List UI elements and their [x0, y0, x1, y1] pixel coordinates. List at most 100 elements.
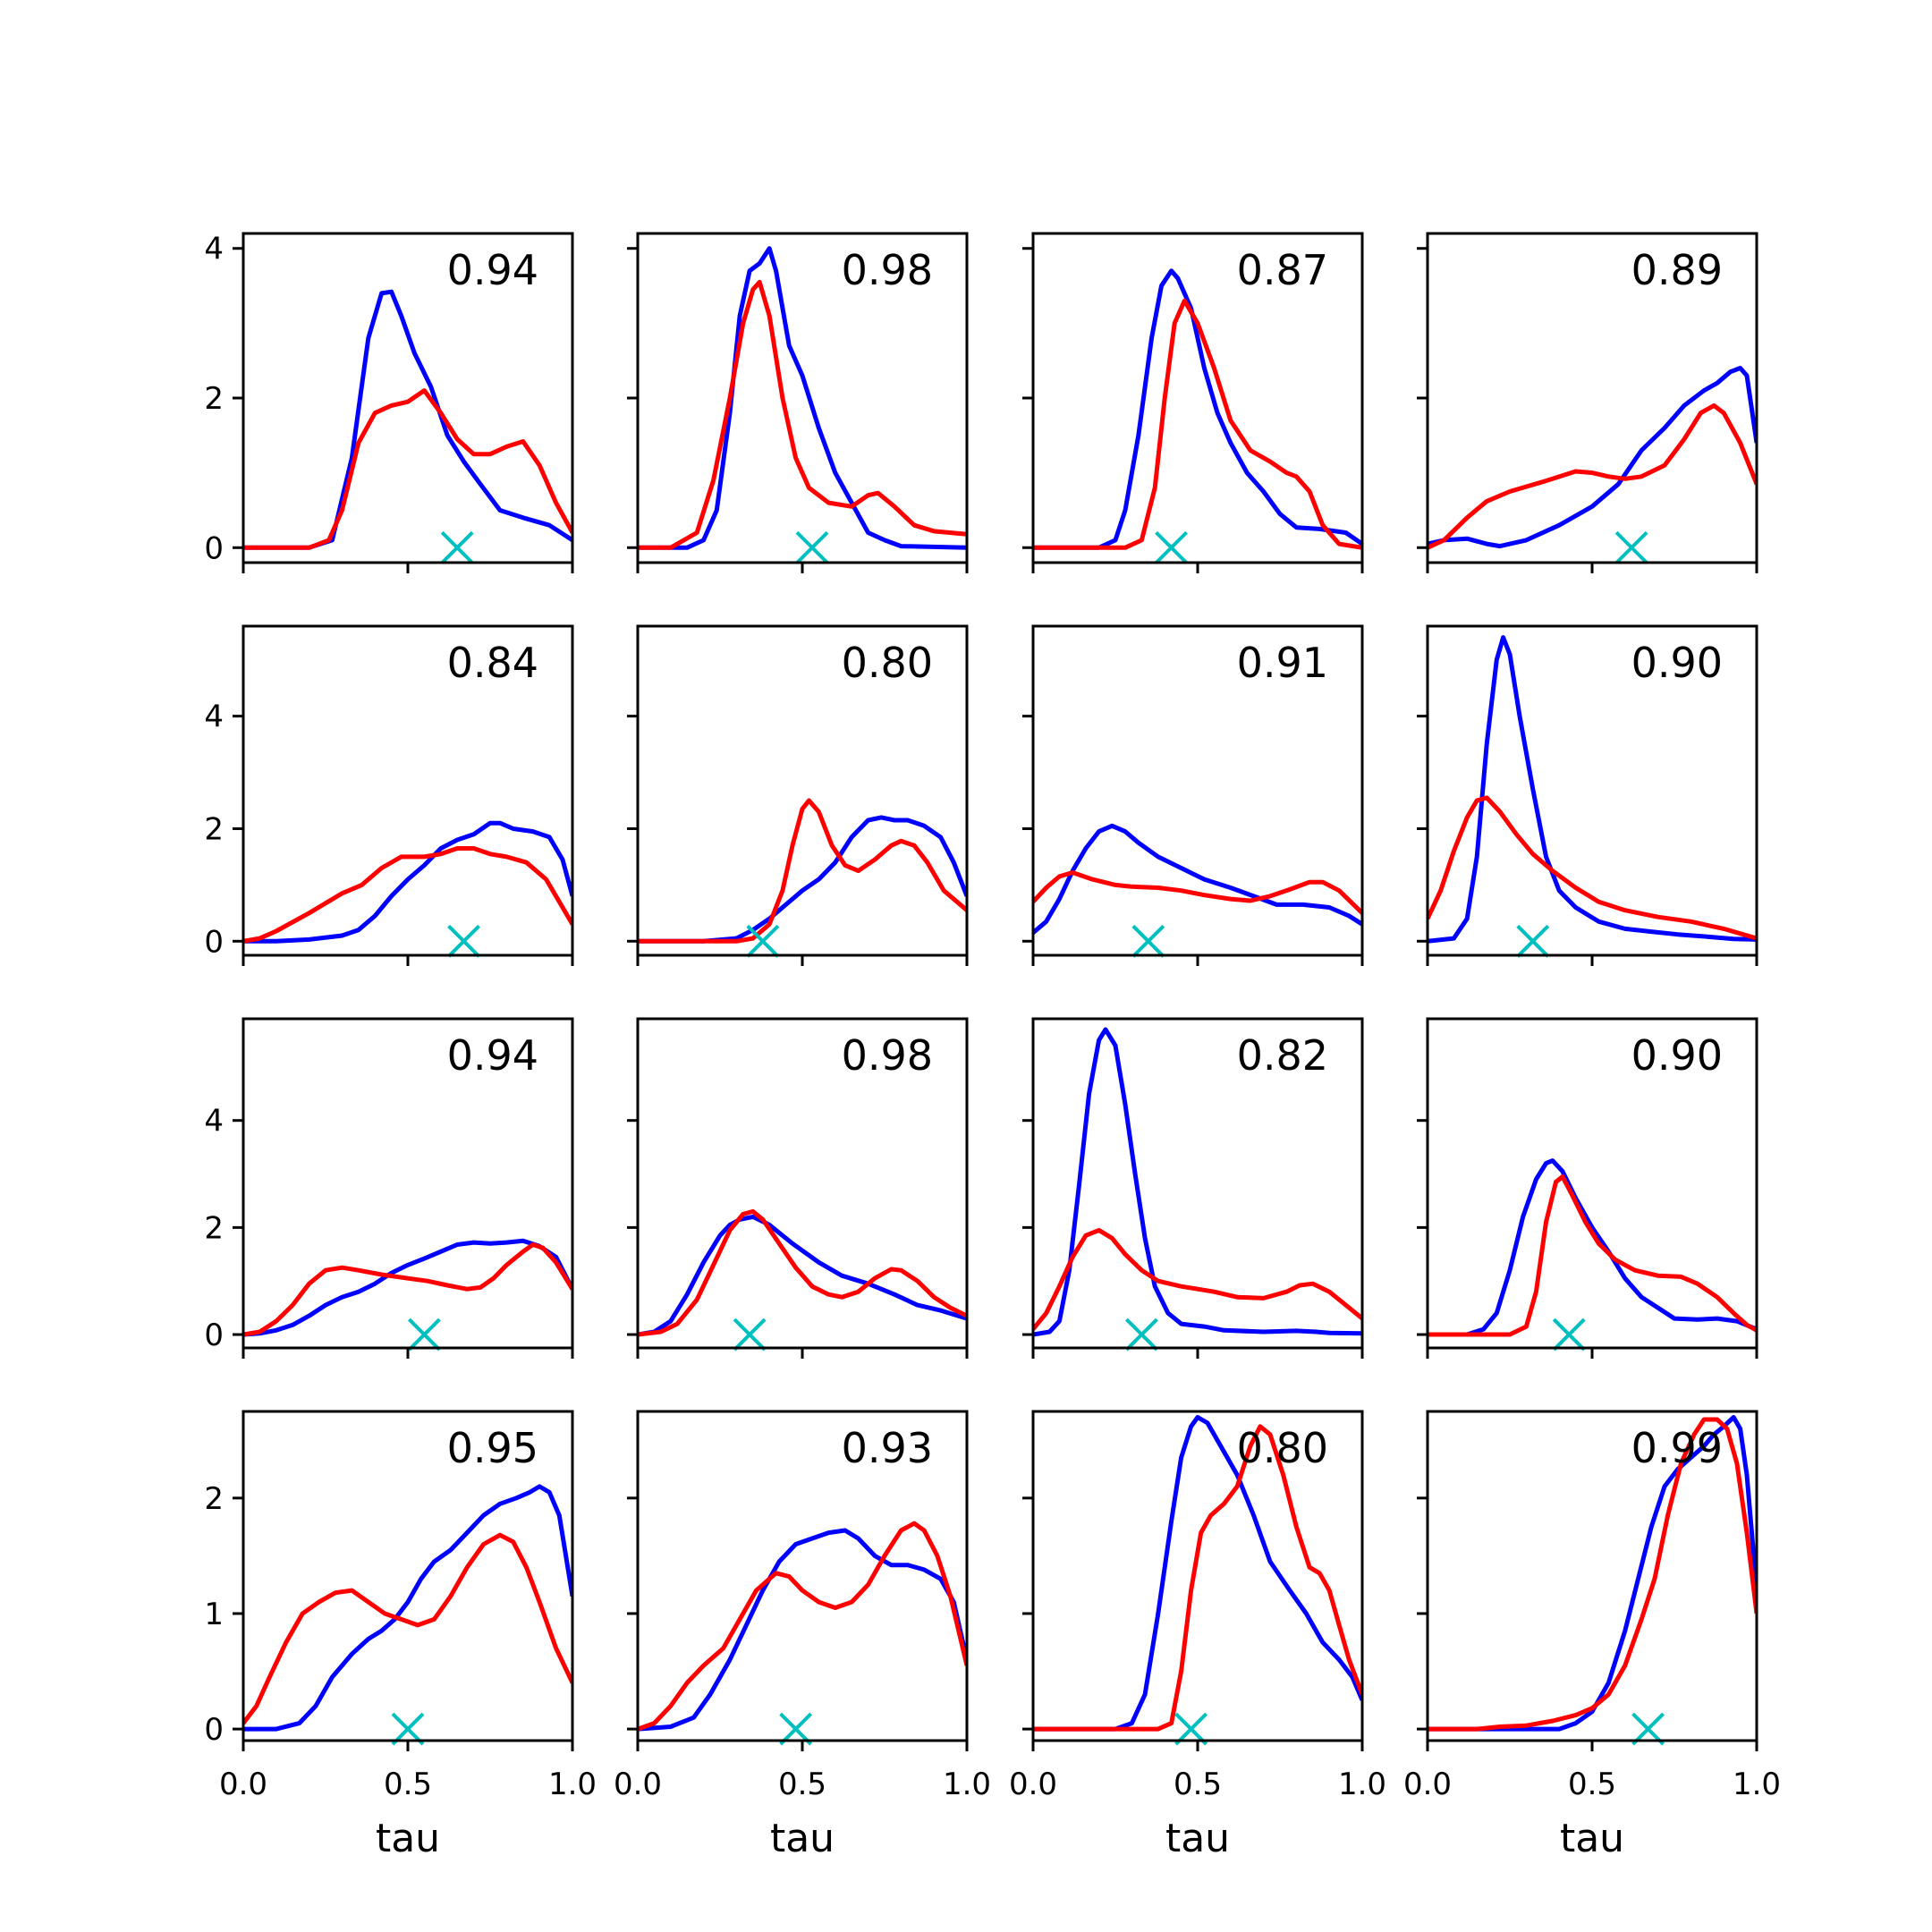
blue-density-line — [243, 820, 572, 944]
x-tick-label: 0.5 — [1174, 1767, 1222, 1802]
panel-annotation: 0.90 — [1631, 639, 1723, 687]
panel-annotation: 0.89 — [1631, 246, 1723, 294]
panel-annotation: 0.94 — [447, 1031, 538, 1080]
subplot-r4-c3: 0.80 0.0 0.5 1.0 tau — [1009, 1410, 1386, 1861]
blue-density-line — [1428, 1415, 1757, 1732]
true-value-marker — [1631, 1712, 1665, 1746]
marker-stroke — [1614, 530, 1648, 564]
subplot-r1-c3: 0.87 — [1022, 232, 1364, 573]
y-tick-label: 0 — [204, 1712, 224, 1748]
x-tick-label: 0.0 — [1009, 1767, 1057, 1802]
x-tick-label: 0.5 — [1568, 1767, 1616, 1802]
panel-annotation: 0.91 — [1237, 639, 1328, 687]
true-value-marker — [391, 1712, 425, 1746]
y-tick-label: 4 — [204, 699, 224, 735]
panel-annotation: 0.98 — [842, 246, 933, 294]
red-density-line — [1428, 1174, 1757, 1337]
marker-stroke — [746, 924, 780, 958]
subplot-r2-c2: 0.80 — [627, 624, 969, 966]
red-density-line — [243, 1532, 572, 1725]
blue-density-line — [1033, 268, 1362, 550]
blue-density-line — [1033, 1415, 1362, 1732]
red-density-line — [243, 846, 572, 944]
true-value-marker — [779, 1712, 813, 1746]
marker-stroke — [391, 1712, 425, 1746]
red-density-line — [243, 1242, 572, 1337]
true-value-marker — [1174, 1712, 1208, 1746]
red-density-line — [638, 1521, 967, 1732]
subplot-r3-c2: 0.98 — [627, 1017, 969, 1359]
panel-annotation: 0.87 — [1237, 246, 1328, 294]
blue-density-line — [243, 289, 572, 550]
blue-density-line — [638, 815, 967, 944]
x-axis-label: tau — [770, 1816, 835, 1861]
blue-density-line — [1428, 635, 1757, 944]
y-tick-label: 2 — [204, 811, 224, 847]
panel-annotation: 0.80 — [1237, 1424, 1328, 1472]
subplot-r4-c4: 0.99 0.0 0.5 1.0 tau — [1403, 1410, 1781, 1861]
marker-stroke — [1155, 530, 1188, 564]
marker-stroke — [779, 1712, 813, 1746]
y-tick-label: 2 — [204, 1481, 224, 1517]
subplot-r2-c4: 0.90 — [1417, 624, 1758, 966]
marker-stroke — [1631, 1712, 1665, 1746]
true-value-marker — [1516, 924, 1550, 958]
panel-annotation: 0.99 — [1631, 1424, 1723, 1472]
marker-stroke — [733, 1318, 767, 1352]
marker-stroke — [447, 924, 480, 958]
true-value-marker — [746, 924, 780, 958]
true-value-marker — [1552, 1318, 1586, 1352]
panel-annotation: 0.94 — [447, 246, 538, 294]
y-tick-label: 2 — [204, 1210, 224, 1246]
x-axis-label: tau — [1560, 1816, 1624, 1861]
x-tick-label: 1.0 — [1338, 1767, 1386, 1802]
blue-density-line — [243, 1484, 572, 1732]
panel-annotation: 0.90 — [1631, 1031, 1723, 1080]
marker-stroke — [1174, 1712, 1208, 1746]
subplot-r3-c1: 0.94 0 2 4 — [204, 1017, 574, 1359]
true-value-marker — [440, 530, 474, 564]
red-density-line — [1033, 1227, 1362, 1331]
true-value-marker — [447, 924, 480, 958]
x-tick-label: 0.5 — [384, 1767, 432, 1802]
blue-density-line — [638, 1528, 967, 1732]
subplot-r3-c3: 0.82 — [1022, 1017, 1364, 1359]
red-density-line — [638, 798, 967, 944]
x-tick-label: 0.0 — [1403, 1767, 1452, 1802]
true-value-marker — [1125, 1318, 1158, 1352]
x-tick-label: 1.0 — [1733, 1767, 1781, 1802]
marker-stroke — [795, 530, 829, 564]
x-tick-label: 1.0 — [548, 1767, 597, 1802]
x-tick-label: 0.5 — [778, 1767, 826, 1802]
x-tick-label: 0.0 — [614, 1767, 662, 1802]
subplot-r3-c4: 0.90 — [1417, 1017, 1758, 1359]
panel-annotation: 0.82 — [1237, 1031, 1328, 1080]
red-density-line — [1033, 298, 1362, 550]
x-axis-label: tau — [1165, 1816, 1230, 1861]
x-tick-label: 1.0 — [943, 1767, 991, 1802]
red-density-line — [243, 388, 572, 550]
panel-annotation: 0.95 — [447, 1424, 538, 1472]
red-density-line — [638, 279, 967, 550]
true-value-marker — [795, 530, 829, 564]
y-tick-label: 2 — [204, 381, 224, 417]
marker-stroke — [1516, 924, 1550, 958]
x-axis-label: tau — [376, 1816, 440, 1861]
red-density-line — [1428, 1417, 1757, 1732]
subplot-r1-c2: 0.98 — [627, 232, 969, 573]
true-value-marker — [1155, 530, 1188, 564]
red-density-line — [1428, 402, 1757, 550]
marker-stroke — [440, 530, 474, 564]
panel-annotation: 0.93 — [842, 1424, 933, 1472]
marker-stroke — [407, 1318, 441, 1352]
subplot-r1-c1: 0.94 0 2 4 — [204, 232, 574, 573]
subplot-r2-c3: 0.91 — [1022, 624, 1364, 966]
y-tick-label: 0 — [204, 530, 224, 566]
true-value-marker — [407, 1318, 441, 1352]
blue-density-line — [1033, 1027, 1362, 1337]
panel-annotation: 0.98 — [842, 1031, 933, 1080]
y-tick-label: 0 — [204, 924, 224, 960]
true-value-marker — [733, 1318, 767, 1352]
true-value-marker — [1614, 530, 1648, 564]
blue-density-line — [1428, 366, 1757, 549]
